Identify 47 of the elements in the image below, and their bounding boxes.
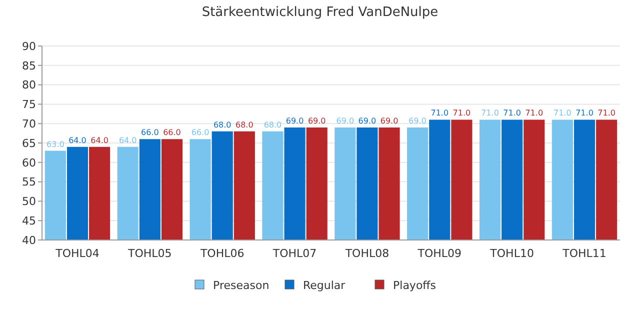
data-label: 71.0 xyxy=(525,108,544,118)
y-tick-label: 75 xyxy=(22,98,36,112)
data-label: 68.0 xyxy=(236,120,254,130)
x-tick-label: TOHL07 xyxy=(272,247,317,260)
y-tick-label: 65 xyxy=(22,136,36,150)
x-tick-label: TOHL08 xyxy=(344,247,390,260)
y-tick-label: 80 xyxy=(22,78,36,92)
data-label: 71.0 xyxy=(554,108,572,118)
data-label: 69.0 xyxy=(286,116,304,126)
y-tick-label: 85 xyxy=(22,59,36,72)
data-label: 68.0 xyxy=(213,120,232,130)
data-label: 71.0 xyxy=(503,108,521,118)
x-tick-label: TOHL06 xyxy=(199,247,244,260)
y-tick-label: 55 xyxy=(22,176,36,189)
data-label: 71.0 xyxy=(598,108,616,118)
y-tick-label: 90 xyxy=(22,40,36,53)
data-label: 69.0 xyxy=(308,116,326,126)
data-label: 69.0 xyxy=(408,116,426,126)
y-tick-label: 60 xyxy=(22,156,36,170)
data-label: 69.0 xyxy=(336,116,354,126)
x-tick-label: TOHL09 xyxy=(416,247,462,260)
y-tick-label: 40 xyxy=(22,234,36,247)
data-label: 66.0 xyxy=(191,128,210,138)
data-label: 68.0 xyxy=(264,120,282,130)
data-label: 66.0 xyxy=(141,128,159,138)
data-label: 66.0 xyxy=(163,128,181,138)
y-tick-label: 50 xyxy=(22,195,36,208)
x-tick-label: TOHL05 xyxy=(127,247,172,260)
y-tick-label: 45 xyxy=(22,214,36,228)
chart-title: Stärkeentwicklung Fred VanDeNulpe xyxy=(202,5,438,20)
x-tick-label: TOHL04 xyxy=(54,247,100,260)
data-label: 71.0 xyxy=(576,108,594,118)
x-tick-label: TOHL11 xyxy=(562,247,606,260)
data-label: 63.0 xyxy=(46,140,64,149)
legend-label: Regular xyxy=(303,278,346,292)
y-tick-label: 70 xyxy=(22,117,36,130)
data-label: 64.0 xyxy=(90,136,108,145)
data-label: 69.0 xyxy=(380,116,398,126)
data-label: 64.0 xyxy=(68,136,86,145)
data-label: 71.0 xyxy=(452,108,471,118)
data-label: 71.0 xyxy=(481,108,499,118)
data-label: 64.0 xyxy=(118,136,137,145)
data-label: 71.0 xyxy=(430,108,449,118)
legend-label: Playoffs xyxy=(393,278,436,292)
x-tick-label: TOHL10 xyxy=(489,247,534,260)
legend-label: Preseason xyxy=(213,278,270,292)
data-label: 69.0 xyxy=(358,116,376,126)
